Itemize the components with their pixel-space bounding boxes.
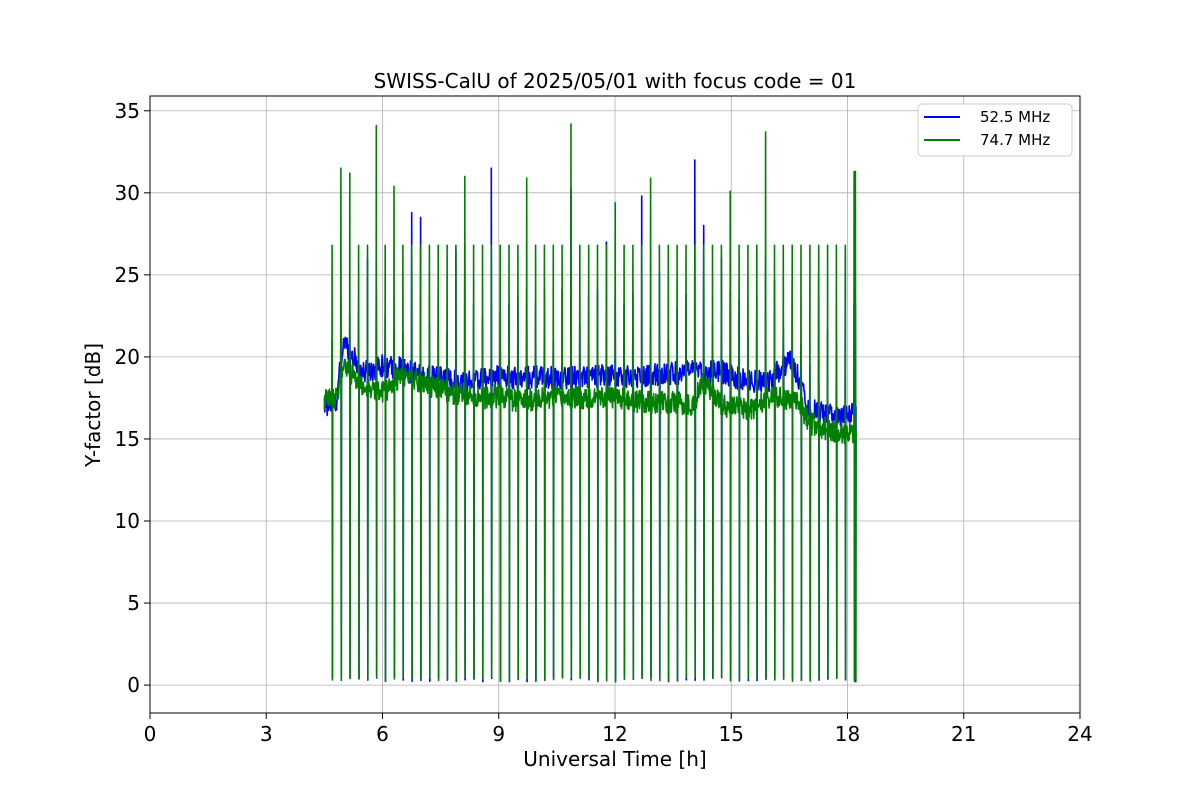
y-axis: 0 5 10 15 20 25 30 35	[115, 99, 150, 697]
x-tick-label: 24	[1067, 722, 1092, 746]
x-axis: 0 3 6 9 12 15 18 21 24	[144, 713, 1093, 746]
x-tick-label: 15	[719, 722, 744, 746]
y-tick-label: 15	[115, 427, 140, 451]
y-tick-label: 30	[115, 181, 140, 205]
x-tick-label: 3	[260, 722, 273, 746]
y-tick-label: 0	[127, 673, 140, 697]
y-tick-label: 25	[115, 263, 140, 287]
x-tick-label: 12	[602, 722, 627, 746]
legend: 52.5 MHz 74.7 MHz	[917, 103, 1073, 157]
legend-label-series-1: 52.5 MHz	[980, 108, 1050, 126]
y-tick-label: 5	[127, 591, 140, 615]
series-line-1	[323, 159, 857, 683]
y-tick-label: 20	[115, 345, 140, 369]
y-axis-label: Y-factor [dB]	[81, 343, 105, 468]
x-tick-label: 9	[492, 722, 505, 746]
legend-label-series-2: 74.7 MHz	[980, 131, 1050, 149]
series-layer	[323, 123, 857, 683]
y-tick-label: 10	[115, 509, 140, 533]
x-tick-label: 6	[376, 722, 389, 746]
y-tick-label: 35	[115, 99, 140, 123]
series-line-2	[323, 123, 857, 683]
x-tick-label: 18	[835, 722, 860, 746]
x-tick-label: 0	[144, 722, 157, 746]
x-tick-label: 21	[951, 722, 976, 746]
chart-title: SWISS-CalU of 2025/05/01 with focus code…	[374, 69, 857, 93]
x-axis-label: Universal Time [h]	[523, 747, 706, 771]
